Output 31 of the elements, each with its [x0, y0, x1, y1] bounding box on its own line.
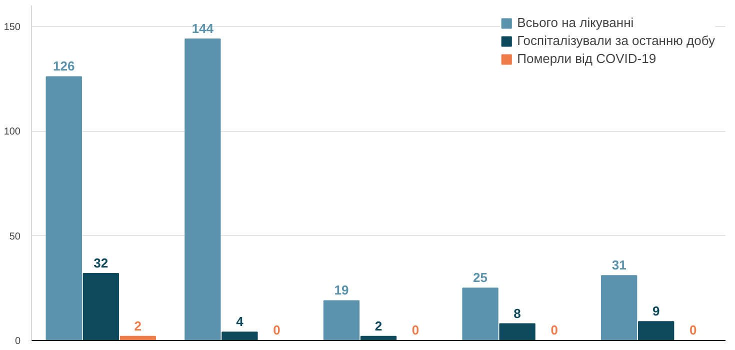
data-label: 19 — [334, 282, 349, 298]
bar — [638, 321, 674, 340]
y-tick-label: 100 — [4, 126, 21, 138]
y-tick-label: 150 — [4, 22, 21, 33]
bar — [499, 323, 536, 340]
legend-label: Госпіталізували за останню добу — [517, 33, 715, 48]
data-label: 2 — [134, 318, 142, 334]
bar — [462, 288, 498, 340]
data-label: 0 — [273, 322, 280, 338]
data-label: 126 — [53, 58, 75, 74]
y-tick-label: 0 — [14, 336, 21, 347]
data-label: 25 — [473, 270, 488, 286]
legend-label: Померли від COVID-19 — [517, 51, 656, 66]
y-tick-label: 50 — [9, 231, 21, 242]
data-label: 0 — [412, 322, 420, 338]
data-label: 9 — [652, 304, 660, 319]
data-label: 0 — [550, 322, 558, 338]
data-label: 8 — [514, 306, 521, 321]
data-label: 0 — [690, 322, 697, 338]
legend-label: Всього на лікуванні — [517, 15, 634, 30]
data-label: 32 — [94, 256, 108, 270]
data-label: 31 — [612, 258, 626, 273]
bar — [184, 38, 221, 340]
bar — [82, 273, 119, 340]
bar — [222, 332, 258, 340]
bar — [323, 300, 360, 340]
data-label: 2 — [374, 318, 382, 334]
data-label: 4 — [236, 314, 244, 330]
data-label: 144 — [192, 21, 214, 36]
bar — [46, 76, 82, 340]
bar — [601, 275, 638, 340]
